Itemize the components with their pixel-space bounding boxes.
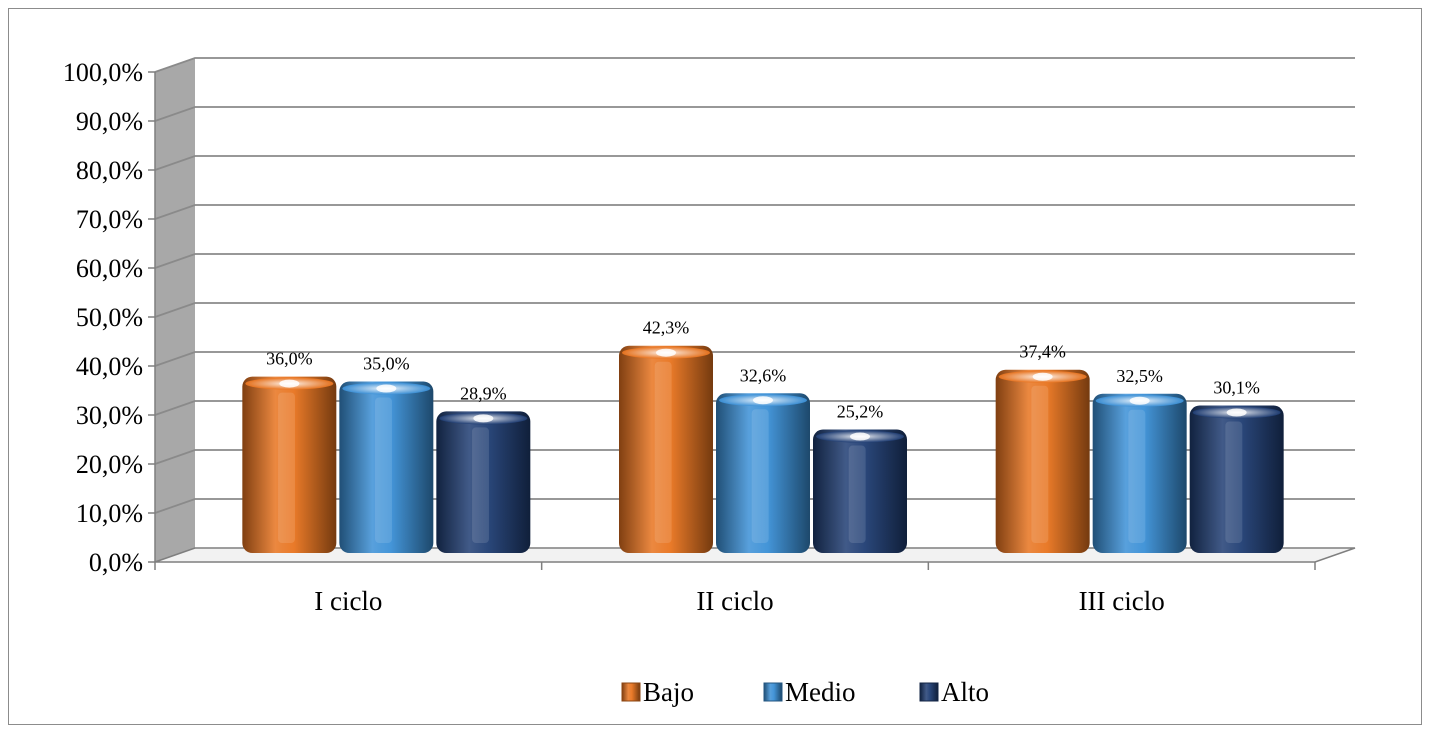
data-label: 25,2% [837,402,884,422]
data-label: 35,0% [363,354,410,374]
bar-medio-3 [1092,393,1187,553]
axes: 0,0% 10,0% 20,0% 30,0% 40,0% 50,0% 60,0% 70,0% 8… [63,58,1316,616]
legend-label: Medio [785,677,856,707]
bars [242,345,1284,553]
bar-medio-2 [716,393,810,553]
legend: Bajo Medio Alto [621,677,989,707]
legend-swatch [763,682,783,702]
bar-bajo-2 [619,345,713,553]
data-label: 32,5% [1116,366,1163,386]
gridline [154,302,1355,318]
chart-border [8,8,1422,725]
y-tick-label: 20,0% [76,450,143,479]
data-label: 30,1% [1213,378,1260,398]
legend-item-medio: Medio [763,677,856,707]
x-tick-label: II ciclo [696,586,773,616]
gridline [154,57,1355,73]
bar-alto-2 [813,429,907,553]
y-tick-label: 30,0% [76,401,143,430]
legend-label: Alto [941,677,989,707]
bar-medio-1 [339,381,434,553]
legend-item-alto: Alto [919,677,989,707]
gridline [154,351,1355,367]
bar-bajo-1 [242,376,337,553]
legend-swatch [621,682,641,702]
gridline [154,449,1355,465]
y-tick-label: 60,0% [76,254,143,283]
y-tick-label: 50,0% [76,303,143,332]
y-tick-label: 70,0% [76,205,143,234]
gridline [154,400,1355,416]
data-label: 36,0% [266,349,313,369]
bar-bajo-3 [995,369,1090,553]
data-label: 37,4% [1019,342,1066,362]
y-tick-label: 0,0% [89,548,143,577]
data-label: 28,9% [460,383,507,403]
y-tick-label: 100,0% [63,58,143,87]
y-tick-label: 40,0% [76,352,143,381]
legend-swatch [919,682,939,702]
x-tick-label: I ciclo [314,586,382,616]
bar-alto-1 [436,411,531,553]
x-tick-label: III ciclo [1079,586,1165,616]
bar-alto-3 [1189,405,1284,553]
y-tick-label: 10,0% [76,499,143,528]
y-tick-label: 80,0% [76,156,143,185]
data-label: 32,6% [740,365,787,385]
gridline [154,253,1355,269]
data-label: 42,3% [643,318,690,338]
gridline [154,106,1355,122]
legend-item-bajo: Bajo [621,677,694,707]
y-tick-label: 90,0% [76,107,143,136]
gridlines [154,57,1355,514]
gridline [154,204,1355,220]
data-labels: 36,0% 35,0% 28,9% 42,3% 32,6% 25,2% 37,4% 32,5%… [266,318,1260,422]
gridline [154,155,1355,171]
legend-label: Bajo [643,677,694,707]
gridline [154,498,1355,514]
